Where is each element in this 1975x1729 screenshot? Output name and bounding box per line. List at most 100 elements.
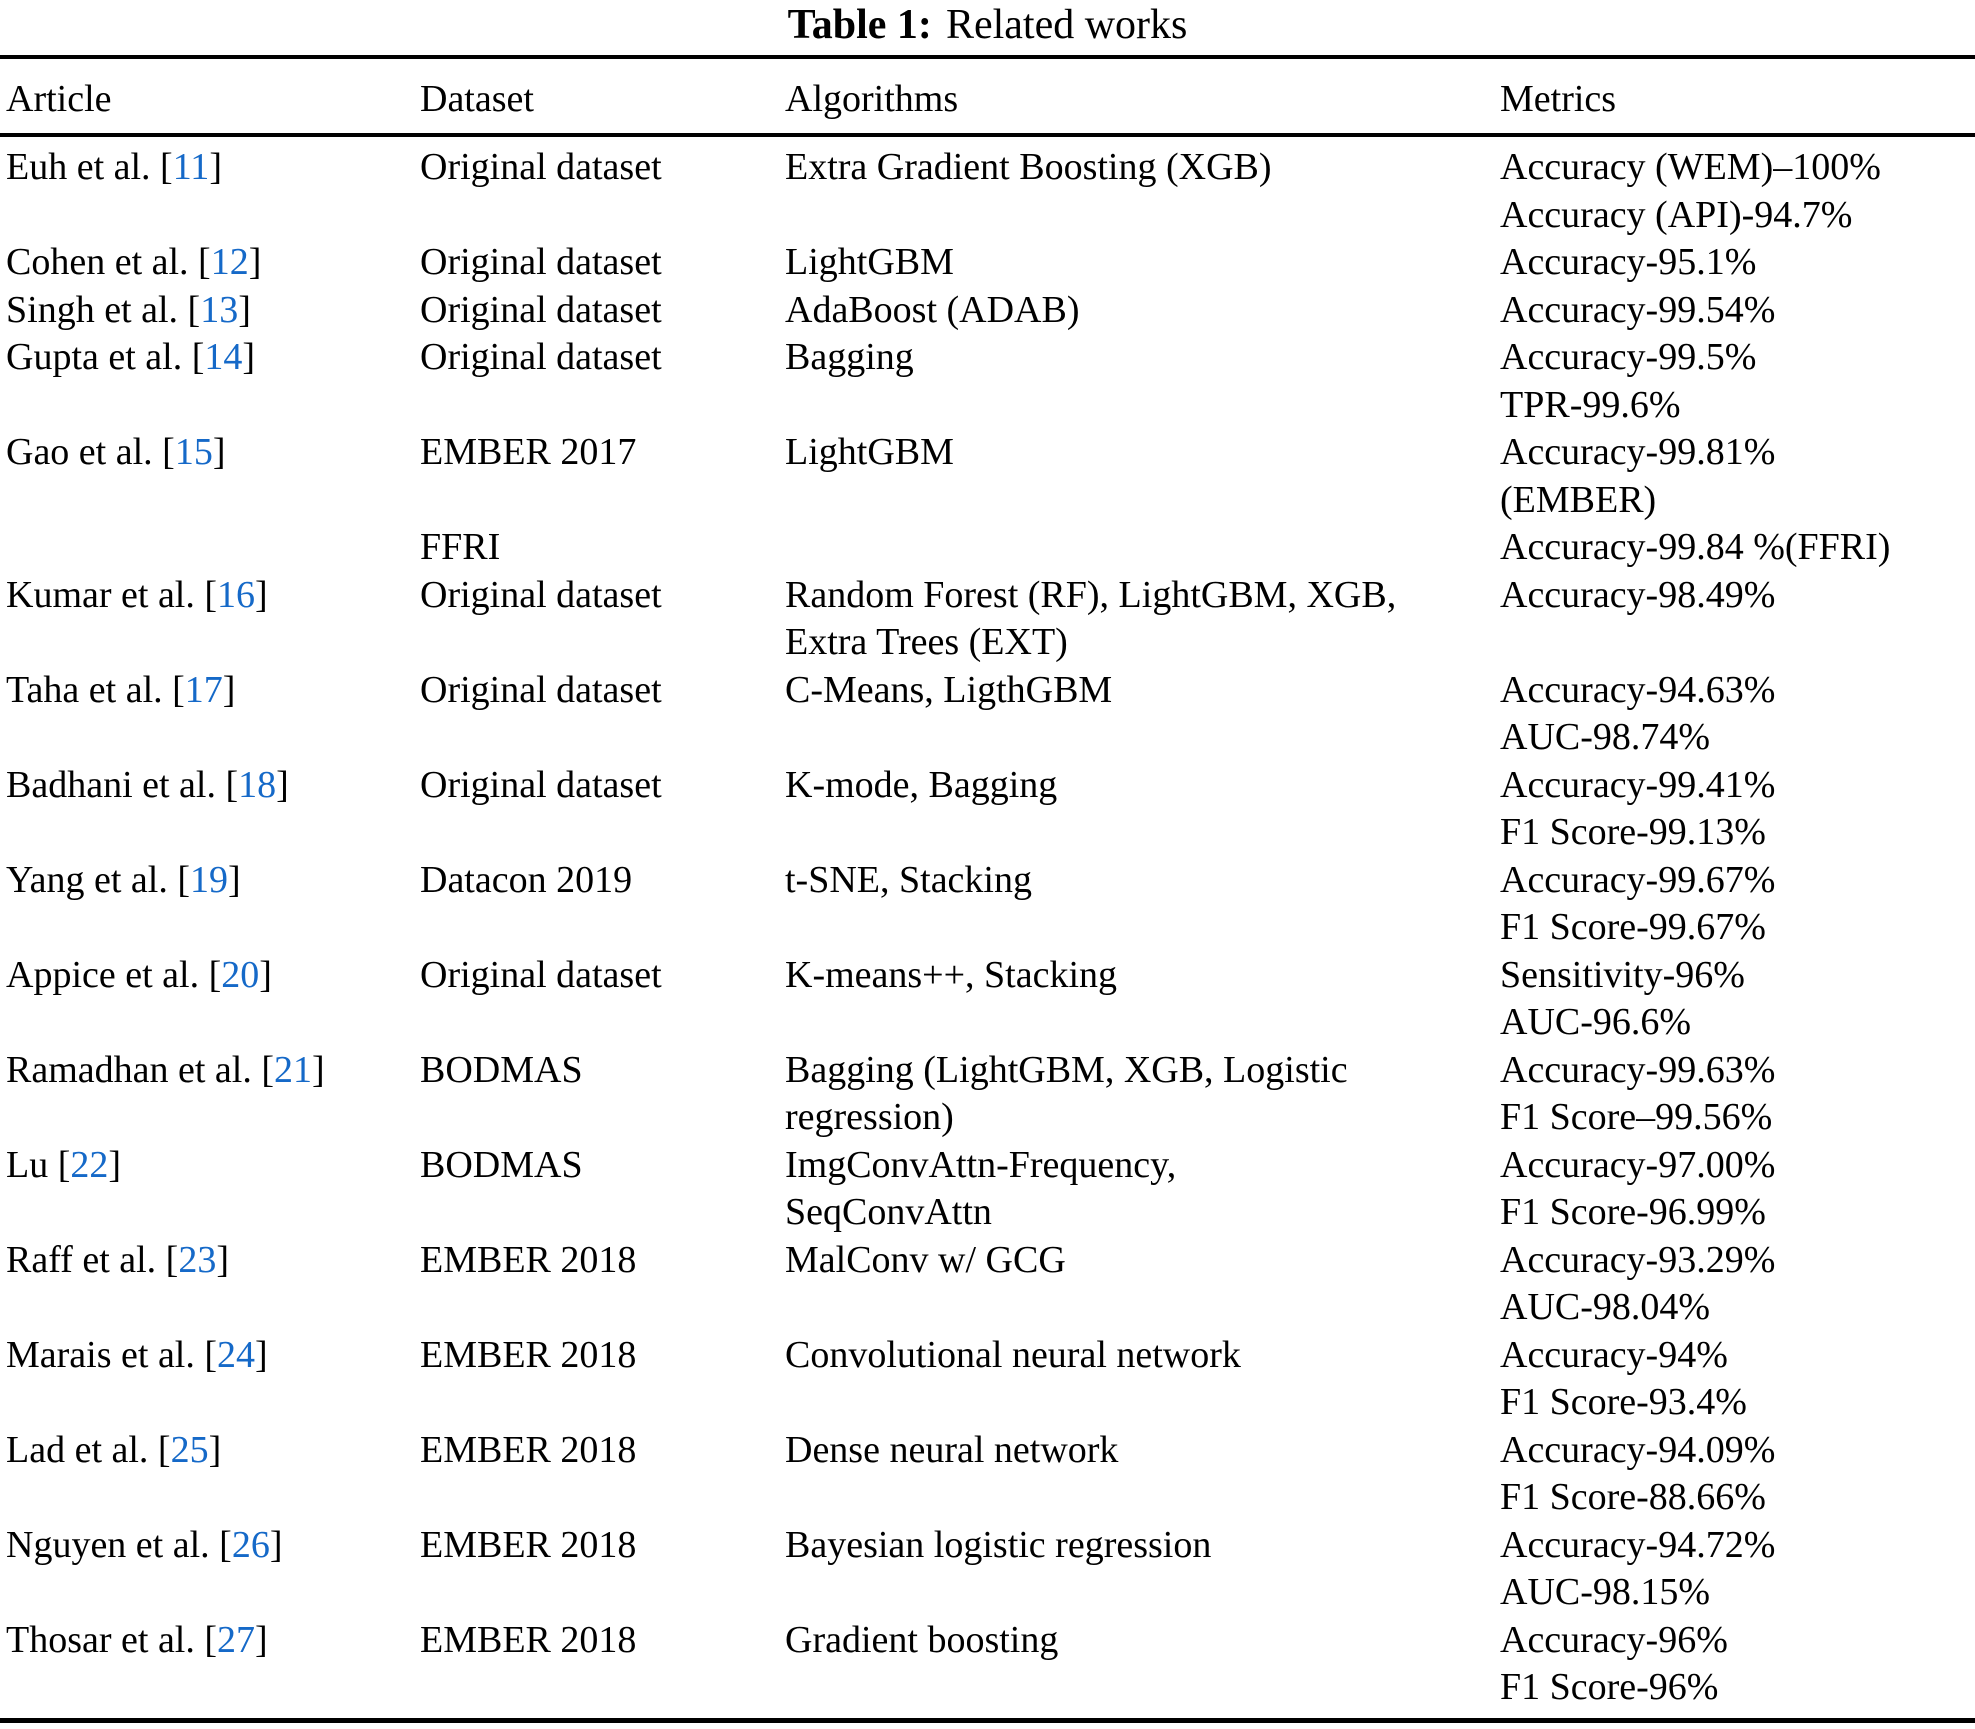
article-line: Nguyen et al. [26] [6, 1523, 283, 1566]
dataset-cell: Original dataset [420, 239, 785, 287]
dataset-line: EMBER 2018 [420, 1428, 637, 1471]
citation-link[interactable]: 14 [204, 336, 243, 378]
article-line: Lu [22] [6, 1143, 122, 1186]
article-cell: Singh et al. [13] [6, 287, 420, 335]
dataset-line: Original dataset [420, 953, 662, 996]
metrics-cell: Accuracy-98.49% [1500, 572, 1971, 620]
algorithms-cell: C-Means, LigthGBM [785, 667, 1500, 715]
dataset-line: EMBER 2017 [420, 431, 637, 473]
algorithm-line: Bagging (LightGBM, XGB, Logistic [785, 1048, 1348, 1091]
citation-link[interactable]: 17 [184, 668, 223, 711]
table-row: Nguyen et al. [26] EMBER 2018 Bayesian log… [0, 1522, 1975, 1617]
metrics-cell: Accuracy-94.72% AUC-98.15% [1500, 1522, 1971, 1617]
metric-line: Accuracy (API)-94.7% [1500, 193, 1853, 236]
algorithm-line: Extra Trees (EXT) [785, 621, 1068, 663]
citation-link[interactable]: 21 [274, 1048, 313, 1091]
article-cell: Nguyen et al. [26] [6, 1522, 420, 1570]
algorithms-cell: K-mode, Bagging [785, 762, 1500, 810]
table-row: Raff et al. [23] EMBER 2018 MalConv w/ GCG… [0, 1237, 1975, 1332]
citation-link[interactable]: 26 [231, 1523, 270, 1566]
article-line: Yang et al. [19] [6, 858, 241, 901]
metrics-cell: Accuracy-99.5% TPR-99.6% [1500, 334, 1971, 429]
metrics-cell: Accuracy-99.54% [1500, 287, 1971, 335]
article-line: Appice et al. [20] [6, 953, 272, 996]
table-row: Lu [22] BODMAS ImgConvAttn-Frequency, SeqCo… [0, 1142, 1975, 1237]
article-cell: Kumar et al. [16] [6, 572, 420, 620]
metric-line: Accuracy-99.5% [1500, 336, 1757, 378]
dataset-line: Original dataset [420, 288, 662, 331]
article-line: Kumar et al. [16] [6, 573, 268, 616]
metric-line: Accuracy-99.41% [1500, 763, 1776, 806]
algorithm-line: Extra Gradient Boosting (XGB) [785, 146, 1272, 188]
algorithms-cell: K-means++, Stacking [785, 952, 1500, 1000]
metrics-cell: Accuracy-97.00% F1 Score-96.99% [1500, 1142, 1971, 1237]
article-line: Singh et al. [13] [6, 288, 251, 331]
algorithms-cell: Dense neural network [785, 1427, 1500, 1475]
table-row: Appice et al. [20] Original dataset K-mean… [0, 952, 1975, 1047]
related-works-table: Article Dataset Algorithms Metrics Euh e… [0, 55, 1975, 1723]
dataset-cell: Datacon 2019 [420, 857, 785, 905]
article-cell: Cohen et al. [12] [6, 239, 420, 287]
column-header-metrics: Metrics [1500, 78, 1617, 120]
citation-link[interactable]: 12 [210, 241, 249, 283]
table-row: Lad et al. [25] EMBER 2018 Dense neural ne… [0, 1427, 1975, 1522]
table-bottom-rule [0, 1717, 1975, 1723]
algorithms-cell: Gradient boosting [785, 1617, 1500, 1665]
dataset-line: Original dataset [420, 763, 662, 806]
citation-link[interactable]: 13 [200, 288, 239, 331]
article-line: Ramadhan et al. [21] [6, 1048, 325, 1091]
metrics-cell: Accuracy-95.1% [1500, 239, 1971, 287]
article-line: Thosar et al. [27] [6, 1618, 268, 1661]
dataset-cell: Original dataset [420, 952, 785, 1000]
article-line: Raff et al. [23] [6, 1238, 229, 1281]
metrics-cell: Accuracy-94% F1 Score-93.4% [1500, 1332, 1971, 1427]
metric-line: AUC-98.74% [1500, 716, 1711, 758]
citation-link[interactable]: 19 [190, 858, 229, 901]
metric-line: Accuracy-99.67% [1500, 858, 1776, 901]
citation-link[interactable]: 11 [172, 146, 210, 188]
citation-link[interactable]: 20 [221, 953, 260, 996]
algorithms-cell: AdaBoost (ADAB) [785, 287, 1500, 335]
metrics-cell: Accuracy-94.09% F1 Score-88.66% [1500, 1427, 1971, 1522]
algorithm-line: K-means++, Stacking [785, 953, 1118, 996]
algorithms-cell: Extra Gradient Boosting (XGB) [785, 144, 1500, 192]
article-cell: Thosar et al. [27] [6, 1617, 420, 1665]
algorithm-line: Gradient boosting [785, 1618, 1059, 1661]
metric-line: Accuracy-96% [1500, 1618, 1728, 1661]
citation-link[interactable]: 22 [70, 1143, 109, 1186]
dataset-line: BODMAS [420, 1143, 583, 1186]
algorithm-line: K-mode, Bagging [785, 763, 1058, 806]
dataset-cell: EMBER 2018 [420, 1427, 785, 1475]
metric-line: Accuracy-99.63% [1500, 1048, 1776, 1091]
article-cell: Gao et al. [15] [6, 429, 420, 477]
metrics-cell: Accuracy-99.81% (EMBER) Accuracy-99.84 %(F… [1500, 429, 1971, 572]
table-caption-label: Table 1: [787, 2, 932, 48]
dataset-cell: Original dataset [420, 667, 785, 715]
algorithms-cell: ImgConvAttn-Frequency, SeqConvAttn [785, 1142, 1500, 1237]
article-cell: Taha et al. [17] [6, 667, 420, 715]
metric-line: Accuracy-93.29% [1500, 1238, 1776, 1281]
metric-line: Accuracy-99.54% [1500, 288, 1776, 331]
metric-line: F1 Score–99.56% [1500, 1096, 1773, 1138]
table-row: Cohen et al. [12] Original dataset LightGB… [0, 239, 1975, 287]
dataset-cell: Original dataset [420, 144, 785, 192]
article-line: Lad et al. [25] [6, 1428, 222, 1471]
citation-link[interactable]: 16 [217, 573, 256, 616]
algorithm-line: Bagging [785, 336, 914, 378]
article-cell: Euh et al. [11] [6, 144, 420, 192]
citation-link[interactable]: 15 [174, 431, 213, 473]
algorithms-cell: Bagging [785, 334, 1500, 382]
metric-line: Accuracy-94.63% [1500, 668, 1776, 711]
citation-link[interactable]: 18 [238, 763, 277, 806]
citation-link[interactable]: 25 [170, 1428, 209, 1471]
citation-link[interactable]: 23 [178, 1238, 217, 1281]
dataset-cell: EMBER 2018 [420, 1332, 785, 1380]
algorithm-line: Dense neural network [785, 1428, 1119, 1471]
article-line: Gupta et al. [14] [6, 336, 256, 378]
algorithms-cell: Random Forest (RF), LightGBM, XGB, Extra … [785, 572, 1500, 667]
article-line: Gao et al. [15] [6, 431, 226, 473]
citation-link[interactable]: 24 [217, 1333, 256, 1376]
algorithm-line: SeqConvAttn [785, 1191, 992, 1233]
table-row: Badhani et al. [18] Original dataset K-mod… [0, 762, 1975, 857]
citation-link[interactable]: 27 [217, 1618, 256, 1661]
